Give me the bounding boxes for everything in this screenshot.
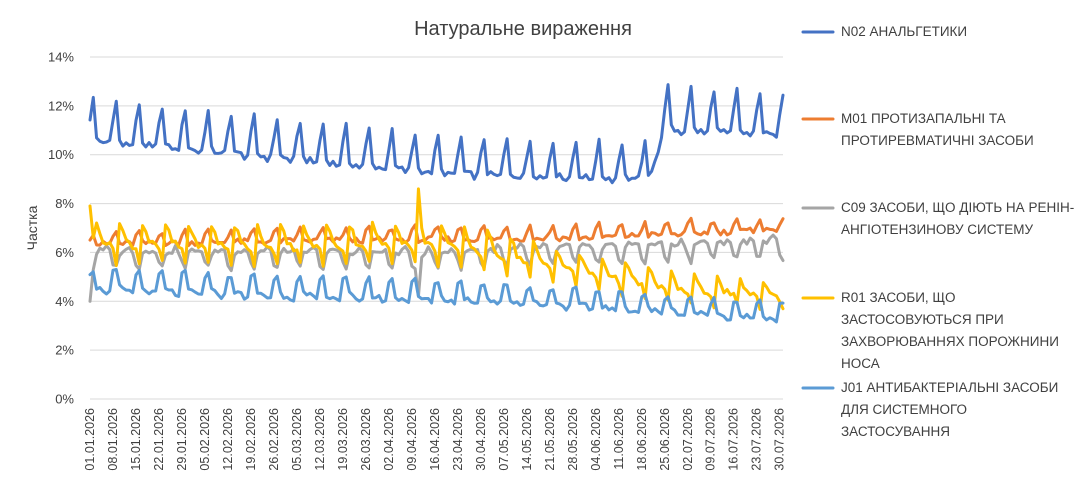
x-tick-label: 18.06.2026 [635, 408, 649, 471]
y-tick-label: 8% [55, 196, 74, 211]
legend: N02 АНАЛЬГЕТИКИ M01 ПРОТИЗАПАЛЬНІ ТА ПРОТИ… [801, 24, 1074, 439]
x-tick-label: 19.03.2026 [336, 408, 350, 471]
x-tick-label: 26.03.2026 [359, 408, 373, 471]
x-tick-label: 16.04.2026 [428, 408, 442, 471]
y-axis-label: Частка [24, 205, 40, 250]
x-tick-label: 08.01.2026 [106, 408, 120, 471]
y-tick-label: 2% [55, 343, 74, 358]
x-tick-label: 23.04.2026 [451, 408, 465, 471]
chart-title: Натуральне вираження [414, 18, 632, 40]
x-tick-label: 05.02.2026 [198, 408, 212, 471]
legend-entry-text: M01 ПРОТИЗАПАЛЬНІ ТА [841, 111, 1006, 126]
y-tick-label: 12% [48, 98, 74, 113]
legend-entry-text: J01 АНТИБАКТЕРІАЛЬНІ ЗАСОБИ [841, 380, 1058, 395]
x-tick-label: 12.03.2026 [313, 408, 327, 471]
x-tick-label: 14.05.2026 [520, 408, 534, 471]
y-tick-label: 6% [55, 245, 74, 260]
legend-entry-text: C09 ЗАСОБИ, ЩО ДІЮТЬ НА РЕНІН- [841, 200, 1074, 215]
x-tick-label: 11.06.2026 [612, 408, 626, 470]
x-tick-label: 12.02.2026 [221, 408, 235, 471]
legend-entry-text: ЗАСТОСУВАННЯ [841, 424, 950, 439]
series-lines [88, 83, 785, 324]
x-tick-label: 29.01.2026 [175, 408, 189, 471]
legend-entry-text: ДЛЯ СИСТЕМНОГО [841, 402, 967, 417]
y-tick-label: 14% [48, 50, 74, 65]
x-tick-label: 30.07.2026 [773, 408, 787, 471]
x-tick-label: 07.05.2026 [497, 408, 511, 471]
x-tick-label: 25.06.2026 [658, 408, 672, 471]
y-axis-ticks: 0% 2% 4% 6% 8% 10% 12% 14% [48, 50, 74, 407]
x-tick-label: 28.05.2026 [566, 408, 580, 471]
x-tick-label: 16.07.2026 [727, 408, 741, 471]
x-axis-ticks: 01.01.2026 08.01.2026 15.01.2026 22.01.2026… [83, 408, 787, 471]
x-tick-label: 04.06.2026 [589, 408, 603, 471]
x-tick-label: 26.02.2026 [267, 408, 281, 471]
series-line [88, 83, 785, 185]
legend-entry-text: N02 АНАЛЬГЕТИКИ [841, 24, 967, 39]
y-tick-label: 0% [55, 392, 74, 407]
series-line [88, 216, 785, 248]
x-tick-label: 23.07.2026 [750, 408, 764, 471]
legend-entry-text: R01 ЗАСОБИ, ЩО [841, 290, 956, 305]
x-tick-label: 05.03.2026 [290, 408, 304, 471]
legend-entry-text: АНГІОТЕНЗИНОВУ СИСТЕМУ [841, 222, 1034, 237]
x-tick-label: 01.01.2026 [83, 408, 97, 471]
y-tick-label: 4% [55, 294, 74, 309]
x-tick-label: 22.01.2026 [152, 408, 166, 471]
x-tick-label: 19.02.2026 [244, 408, 258, 471]
x-tick-label: 09.04.2026 [405, 408, 419, 471]
x-tick-label: 09.07.2026 [704, 408, 718, 471]
legend-entry-text: ЗАСТОСОВУЮТЬСЯ ПРИ [841, 312, 1004, 327]
x-tick-label: 15.01.2026 [129, 408, 143, 471]
legend-entry-text: НОСА [841, 356, 880, 371]
series-line [88, 268, 785, 324]
y-tick-label: 10% [48, 147, 74, 162]
x-tick-label: 30.04.2026 [474, 408, 488, 471]
x-tick-label: 02.04.2026 [382, 408, 396, 471]
legend-entry-text: ЗАХВОРЮВАННЯХ ПОРОЖНИНИ [841, 334, 1059, 349]
x-tick-label: 21.05.2026 [543, 408, 557, 471]
legend-entry-text: ПРОТИРЕВМАТИЧНІ ЗАСОБИ [841, 133, 1034, 148]
x-tick-label: 02.07.2026 [681, 408, 695, 471]
